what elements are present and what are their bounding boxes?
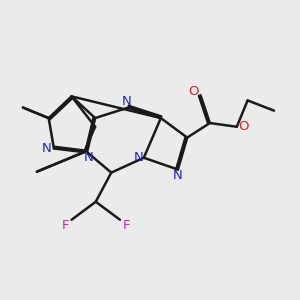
Text: O: O <box>188 85 199 98</box>
Text: N: N <box>133 151 143 164</box>
Text: O: O <box>238 120 249 133</box>
Text: N: N <box>42 142 52 155</box>
Text: N: N <box>84 151 94 164</box>
Text: N: N <box>122 95 132 109</box>
Text: N: N <box>173 169 183 182</box>
Text: F: F <box>61 219 69 232</box>
Text: F: F <box>122 219 130 232</box>
